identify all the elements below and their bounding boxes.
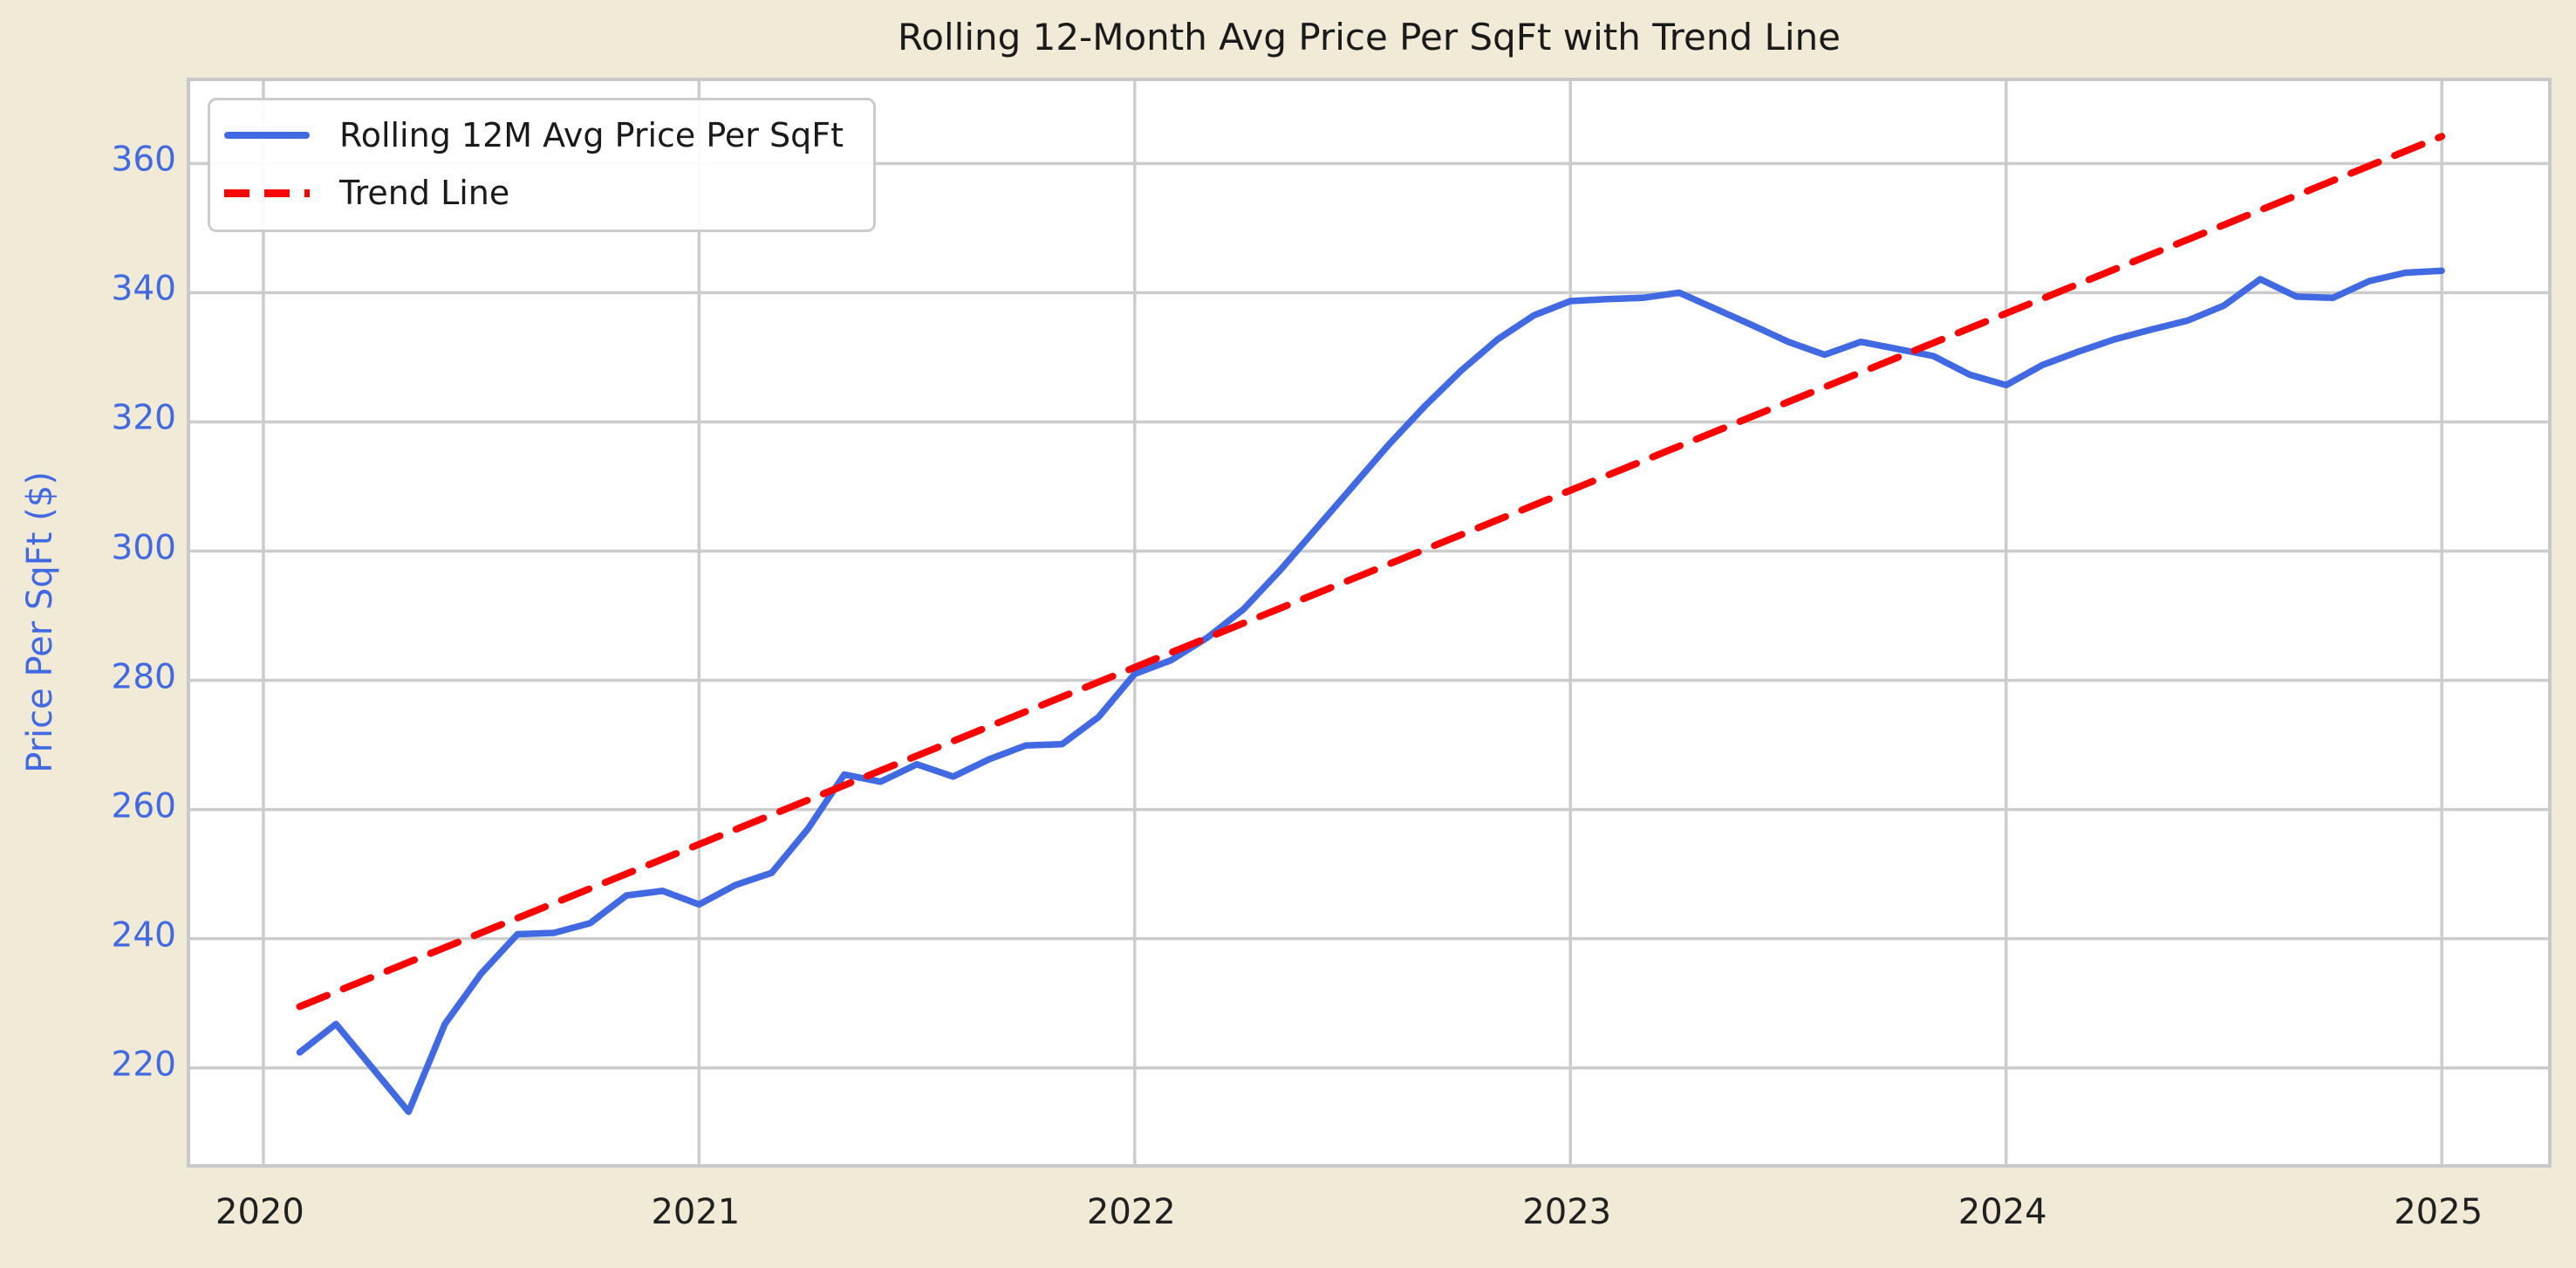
legend-item-trend-line: Trend Line — [224, 167, 844, 219]
x-tick-label: 2022 — [1086, 1192, 1176, 1232]
plot-svg — [190, 81, 2548, 1164]
legend-swatch-solid-line — [224, 132, 310, 139]
chart-title: Rolling 12-Month Avg Price Per SqFt with… — [897, 16, 1841, 58]
y-tick-label: 360 — [111, 140, 176, 180]
x-tick-label: 2023 — [1522, 1192, 1612, 1232]
y-tick-label: 260 — [111, 786, 176, 826]
x-tick-label: 2025 — [2394, 1192, 2484, 1232]
y-tick-label: 240 — [111, 915, 176, 956]
plot-area — [187, 78, 2552, 1168]
y-tick-label: 220 — [111, 1045, 176, 1085]
y-tick-label: 280 — [111, 657, 176, 697]
legend-label: Trend Line — [339, 174, 510, 212]
y-axis-title: Price Per SqFt ($) — [20, 471, 60, 773]
legend-swatch-dashed-line — [224, 188, 310, 197]
x-tick-label: 2021 — [651, 1192, 741, 1232]
red-dashed-line-icon — [224, 188, 310, 197]
legend-label: Rolling 12M Avg Price Per SqFt — [339, 116, 844, 154]
y-tick-label: 320 — [111, 398, 176, 438]
series-lines — [296, 133, 2446, 1115]
x-tick-label: 2024 — [1958, 1192, 2047, 1232]
legend-box: Rolling 12M Avg Price Per SqFt Trend Lin… — [208, 98, 876, 232]
legend-item-rolling-avg: Rolling 12M Avg Price Per SqFt — [224, 109, 844, 161]
gridlines — [190, 81, 2548, 1164]
rolling-avg-line — [296, 267, 2445, 1115]
y-tick-label: 300 — [111, 528, 176, 568]
trend-line — [296, 133, 2446, 1011]
y-tick-label: 340 — [111, 269, 176, 309]
x-tick-label: 2020 — [215, 1192, 304, 1232]
blue-line-icon — [224, 132, 310, 139]
